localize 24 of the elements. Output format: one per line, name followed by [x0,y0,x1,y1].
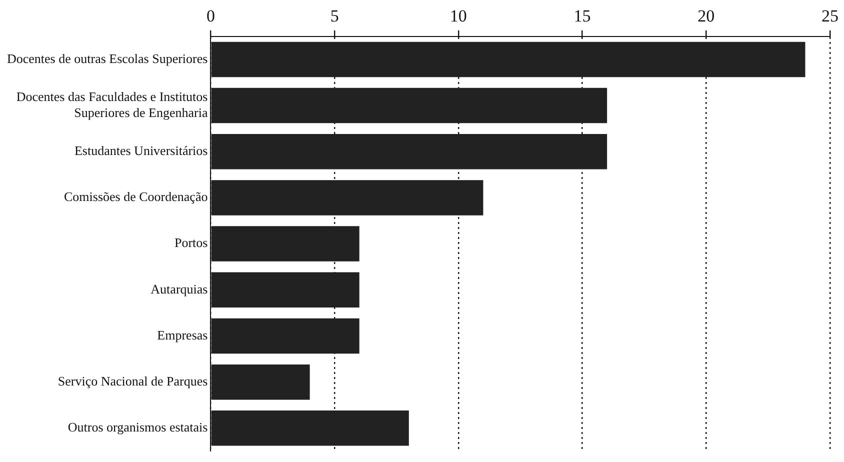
y-tick-label: Serviço Nacional de Parques [58,373,208,388]
x-tick-label: 25 [822,6,838,26]
y-tick-label: Docentes das Faculdades e Institutos Superiores de Engenharia [16,89,208,120]
y-tick-label: Empresas [157,327,208,342]
bar [211,226,360,262]
bar [211,410,409,446]
y-tick-label: Portos [174,235,208,250]
bar [211,272,360,308]
bar [211,364,310,400]
x-tick-label: 10 [450,6,467,26]
bar [211,318,360,354]
bar [211,88,608,124]
x-tick-label: 20 [698,6,715,26]
x-tick-label: 15 [574,6,591,26]
y-tick-label: Comissões de Coordenação [64,189,208,204]
y-tick-label: Autarquias [150,281,208,296]
bar [211,134,608,170]
y-tick-label: Estudantes Universitários [74,143,208,158]
y-tick-label: Docentes de outras Escolas Superiores [6,50,208,66]
y-tick-label: Outros organismos estatais [68,420,208,435]
x-tick-label: 0 [206,6,215,26]
bar [211,180,484,216]
bar [211,42,806,78]
x-tick-label: 5 [330,6,339,26]
